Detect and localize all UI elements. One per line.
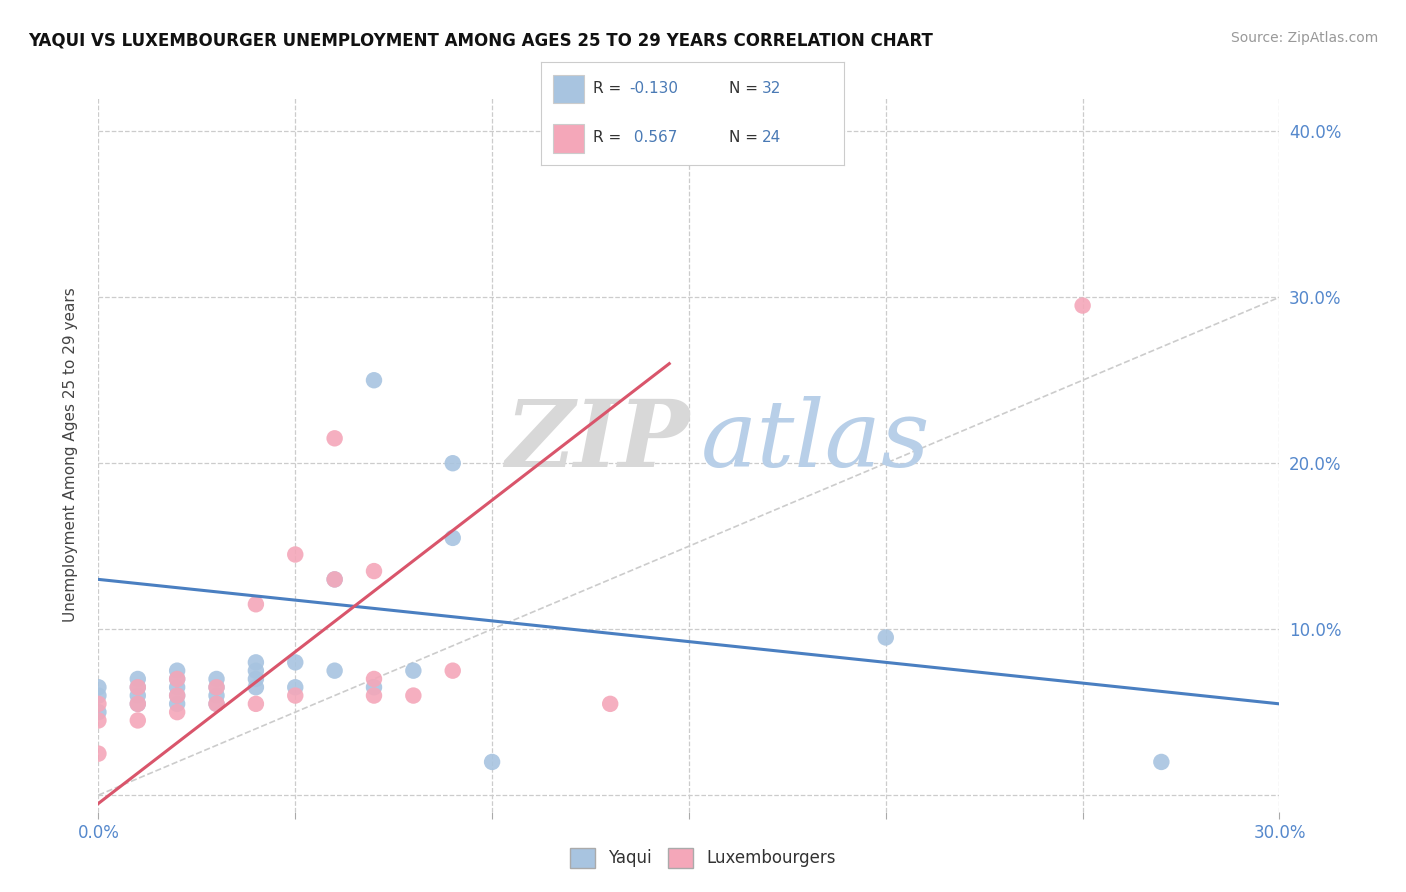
Text: -0.130: -0.130 (628, 81, 678, 96)
Point (166, 689, 188, 703)
Point (323, 573, 346, 587)
Point (205, 680, 228, 694)
Text: atlas: atlas (700, 396, 931, 485)
Point (205, 697, 228, 711)
Point (127, 680, 149, 694)
Point (205, 697, 228, 711)
Text: Source: ZipAtlas.com: Source: ZipAtlas.com (1230, 31, 1378, 45)
Point (323, 664, 346, 678)
Point (245, 680, 267, 694)
Point (127, 697, 149, 711)
Text: N =: N = (728, 130, 762, 145)
Point (323, 573, 346, 587)
Text: R =: R = (593, 130, 626, 145)
Point (441, 531, 464, 545)
Point (87, 689, 110, 703)
Point (87, 705, 110, 719)
Text: R =: R = (593, 81, 626, 96)
Legend: Yaqui, Luxembourgers: Yaqui, Luxembourgers (564, 841, 842, 875)
Point (363, 373, 385, 387)
Point (363, 672, 385, 686)
Point (363, 564, 385, 578)
Point (127, 689, 149, 703)
Point (87, 697, 110, 711)
Point (323, 431, 346, 445)
Point (127, 680, 149, 694)
Point (87, 680, 110, 694)
Point (481, 755, 503, 769)
Point (127, 672, 149, 686)
Point (284, 548, 307, 562)
Text: 24: 24 (762, 130, 782, 145)
Point (205, 672, 228, 686)
Point (1150, 755, 1173, 769)
Y-axis label: Unemployment Among Ages 25 to 29 years: Unemployment Among Ages 25 to 29 years (63, 287, 77, 623)
Point (402, 664, 425, 678)
Point (245, 672, 267, 686)
FancyBboxPatch shape (554, 75, 583, 103)
Text: ZIP: ZIP (505, 396, 689, 485)
Point (441, 456, 464, 470)
Point (245, 656, 267, 670)
Point (166, 672, 188, 686)
Point (87, 747, 110, 761)
Point (402, 689, 425, 703)
Point (245, 597, 267, 611)
Point (363, 680, 385, 694)
Text: 0.567: 0.567 (628, 130, 678, 145)
Point (166, 689, 188, 703)
Point (166, 697, 188, 711)
FancyBboxPatch shape (554, 124, 583, 153)
Point (875, 631, 897, 645)
Text: N =: N = (728, 81, 762, 96)
Point (284, 656, 307, 670)
Point (205, 680, 228, 694)
Point (87, 714, 110, 728)
Point (245, 664, 267, 678)
Point (441, 664, 464, 678)
Point (205, 689, 228, 703)
Point (127, 714, 149, 728)
Point (363, 689, 385, 703)
Point (166, 705, 188, 719)
Text: 32: 32 (762, 81, 782, 96)
Point (127, 697, 149, 711)
Point (245, 697, 267, 711)
Point (166, 664, 188, 678)
Point (284, 680, 307, 694)
Point (599, 697, 621, 711)
Point (1071, 299, 1094, 313)
Text: YAQUI VS LUXEMBOURGER UNEMPLOYMENT AMONG AGES 25 TO 29 YEARS CORRELATION CHART: YAQUI VS LUXEMBOURGER UNEMPLOYMENT AMONG… (28, 31, 934, 49)
Point (166, 680, 188, 694)
Point (284, 689, 307, 703)
Point (166, 672, 188, 686)
